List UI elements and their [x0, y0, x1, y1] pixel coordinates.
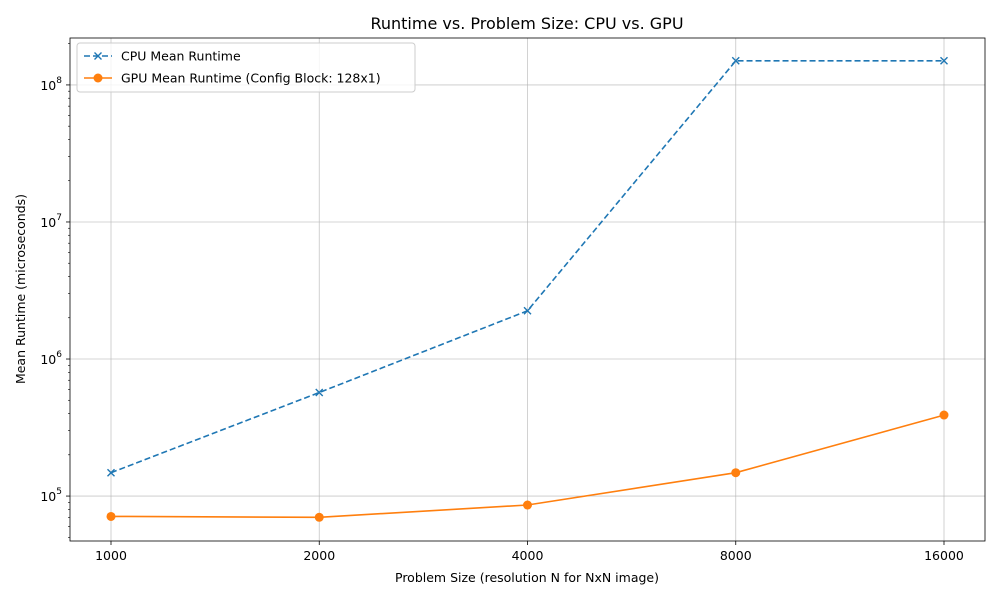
data-point-x — [523, 306, 532, 315]
grid-lines — [70, 38, 985, 541]
x-tick-label: 8000 — [720, 548, 752, 563]
data-point-x — [731, 56, 740, 65]
x-axis-ticks: 1000 2000 4000 8000 16000 — [95, 541, 964, 563]
y-tick-label: 106 — [40, 350, 62, 367]
legend-label: GPU Mean Runtime (Config Block: 128x1) — [121, 71, 381, 86]
legend-box — [76, 42, 416, 93]
data-point-x — [940, 56, 948, 65]
data-point-circle — [939, 410, 949, 420]
series-2 — [106, 410, 949, 522]
x-tick-label: 2000 — [303, 548, 335, 563]
data-point-x — [315, 388, 324, 397]
legend: CPU Mean Runtime GPU Mean Runtime (Config… — [76, 42, 416, 93]
legend-item: GPU Mean Runtime (Config Block: 128x1) — [84, 71, 381, 86]
y-tick-label: 108 — [40, 76, 62, 93]
y-tick-label: 105 — [40, 487, 62, 504]
series-1 — [107, 56, 948, 477]
data-point-circle — [731, 468, 741, 478]
legend-item: CPU Mean Runtime — [84, 49, 241, 64]
x-tick-label: 4000 — [512, 548, 544, 563]
y-axis-ticks: 105 106 107 108 — [40, 43, 70, 538]
x-axis-label: Problem Size (resolution N for NxN image… — [395, 570, 659, 585]
data-point-circle — [106, 511, 116, 521]
x-tick-label: 16000 — [924, 548, 964, 563]
chart-title: Runtime vs. Problem Size: CPU vs. GPU — [370, 14, 683, 33]
legend-label: CPU Mean Runtime — [121, 49, 241, 64]
data-point-circle — [523, 500, 532, 510]
data-point-x — [107, 468, 115, 477]
y-tick-label: 107 — [40, 213, 62, 230]
x-tick-label: 1000 — [95, 548, 127, 563]
y-axis-label: Mean Runtime (microseconds) — [13, 194, 28, 384]
legend-marker — [94, 52, 102, 60]
series-layer — [106, 56, 949, 522]
legend-marker — [93, 73, 103, 83]
data-point-circle — [314, 512, 324, 522]
